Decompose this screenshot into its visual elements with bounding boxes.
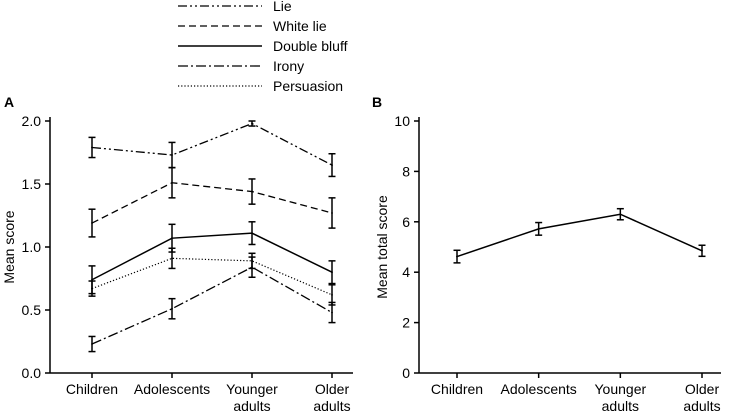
b-series-mean-total-score <box>453 207 706 264</box>
a-x-tick-label: Older adults <box>313 381 350 414</box>
b-y-tick-label: 8 <box>402 163 410 179</box>
a-data-point <box>251 232 253 235</box>
a-series-persuasion <box>88 247 336 306</box>
a-data-point <box>91 343 93 345</box>
a-x-tick-label: Adolescents <box>134 381 210 397</box>
legend-label: Persuasion <box>273 78 343 94</box>
b-y-tick-label: 0 <box>402 365 410 381</box>
a-y-tick-label: 0.0 <box>22 365 42 381</box>
panel-label-a: A <box>4 94 14 110</box>
a-series-double-bluff <box>88 221 336 295</box>
a-data-point <box>331 271 333 274</box>
b-x-tick-label: Adolescents <box>501 381 577 397</box>
a-x-tick-label-line: Younger <box>226 381 278 397</box>
a-y-tick-label: 1.5 <box>22 176 42 192</box>
b-y-axis-title: Mean total score <box>374 195 390 299</box>
legend-label: White lie <box>273 18 327 34</box>
b-data-point <box>537 227 540 230</box>
a-x-tick-label-line: adults <box>233 398 270 414</box>
b-x-tick-label-line: Older <box>685 381 720 397</box>
a-data-point <box>171 181 173 184</box>
b-x-tick-label-line: Children <box>431 381 483 397</box>
chart-a: 0.0 0.5 1.0 1.5 2.0 Children Adolescents Younge… <box>1 113 353 414</box>
a-data-point <box>251 259 253 262</box>
a-data-point <box>91 146 93 149</box>
a-data-point <box>171 237 173 240</box>
panel-label-b: B <box>372 94 382 110</box>
b-x-tick-label: Children <box>431 381 483 397</box>
a-x-tick-label-line: adults <box>313 398 350 414</box>
a-series-line <box>91 232 333 281</box>
a-series-line <box>91 257 333 296</box>
b-y-tick-label: 2 <box>402 315 410 331</box>
a-x-tick-label-line: Older <box>315 381 350 397</box>
legend-label: Lie <box>273 0 292 14</box>
a-series-line <box>91 266 333 345</box>
a-data-point <box>171 154 173 156</box>
b-y-tick-label: 10 <box>394 113 410 129</box>
a-x-tick-label: Children <box>66 381 118 397</box>
a-x-tick-label: Younger adults <box>226 381 278 414</box>
a-x-tick-label-line: Adolescents <box>134 381 210 397</box>
a-x-tick-label-line: Children <box>66 381 118 397</box>
a-data-point <box>251 122 253 125</box>
b-x-tick-label: Younger adults <box>595 381 647 414</box>
a-data-point <box>171 307 173 310</box>
b-x-tick-label: Older adults <box>683 381 720 414</box>
b-y-tick-label: 6 <box>402 214 410 230</box>
a-data-point <box>331 212 333 214</box>
b-series-line <box>456 213 703 258</box>
b-data-point <box>619 213 622 216</box>
b-x-tick-label-line: Adolescents <box>501 381 577 397</box>
b-x-tick-label-line: adults <box>602 398 639 414</box>
a-y-tick-label: 1.0 <box>22 239 42 255</box>
b-y-tick-label: 4 <box>402 264 410 280</box>
a-data-point <box>331 164 333 167</box>
b-x-tick-label-line: adults <box>683 398 720 414</box>
a-data-point <box>331 293 333 296</box>
a-y-axis-title: Mean score <box>1 210 17 283</box>
a-data-point <box>91 222 93 224</box>
a-y-tick-label: 2.0 <box>22 113 42 129</box>
a-y-tick-label: 0.5 <box>22 302 42 318</box>
legend: Lie White lie Double bluff Irony Persuasion <box>178 0 348 94</box>
legend-label: Double bluff <box>273 38 348 54</box>
a-data-point <box>171 257 173 260</box>
a-data-point <box>251 190 253 193</box>
b-data-point <box>701 249 703 252</box>
a-series-irony <box>88 256 336 353</box>
a-series-lie <box>88 120 336 178</box>
a-series-line <box>91 182 333 224</box>
b-x-tick-label-line: Younger <box>595 381 647 397</box>
a-series-white-lie <box>88 166 336 238</box>
legend-label: Irony <box>273 58 304 74</box>
a-data-point <box>91 287 93 290</box>
a-series-line <box>91 122 333 166</box>
a-data-point <box>91 278 93 281</box>
a-data-point <box>331 311 333 314</box>
b-data-point <box>456 255 458 258</box>
